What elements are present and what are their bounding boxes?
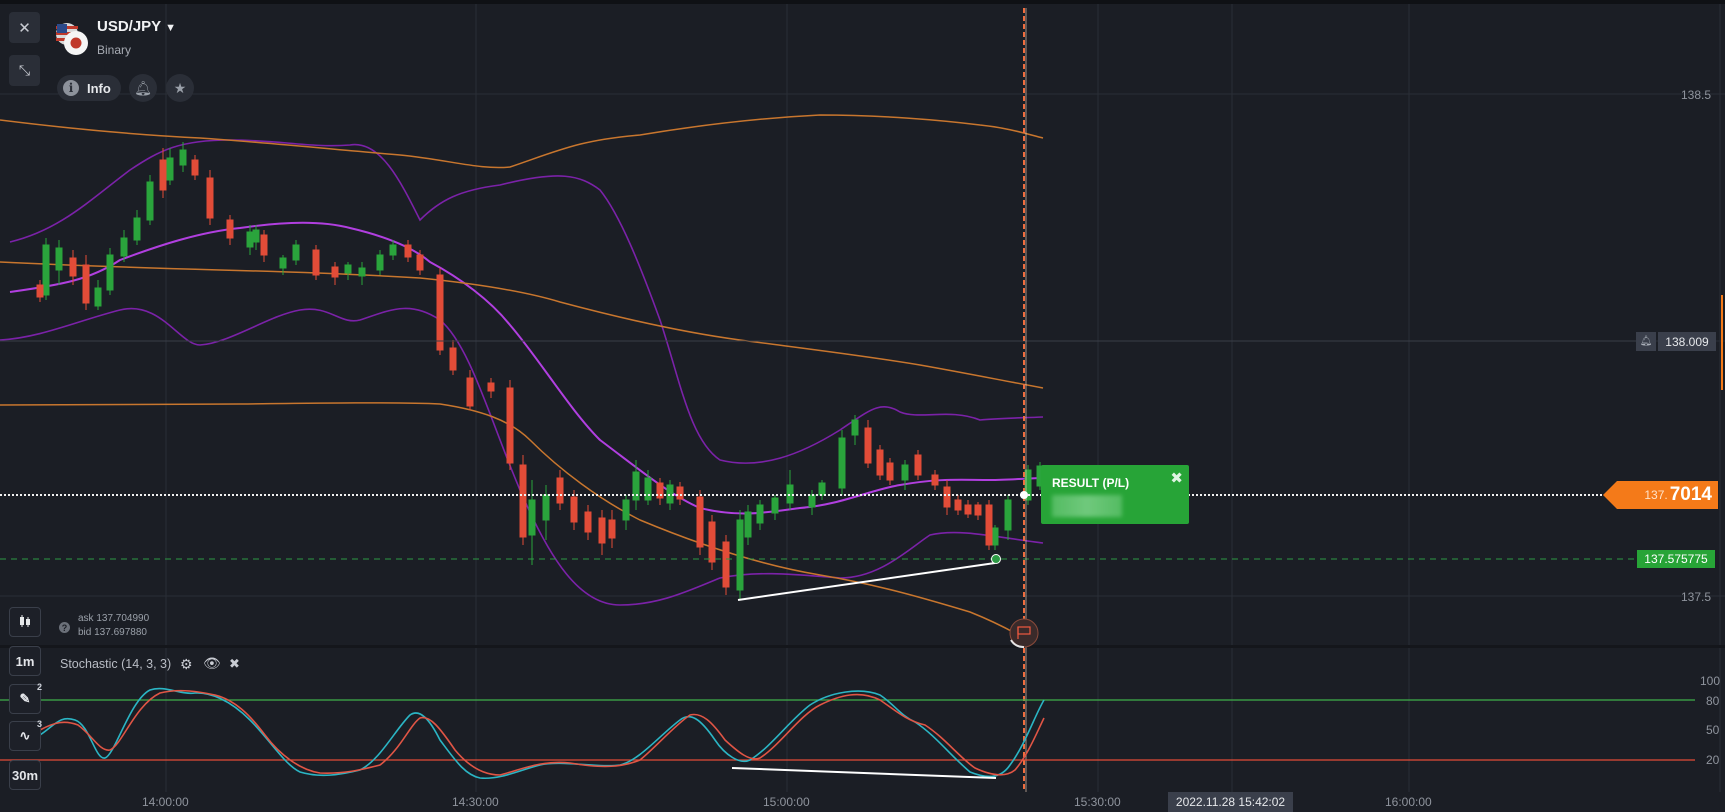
- stoch-level-label-100: 100: [1700, 674, 1721, 688]
- star-icon: ★: [173, 79, 187, 96]
- bell-icon: 🔔︎: [1636, 332, 1656, 351]
- candles-down: [36, 148, 993, 595]
- orange-ma-middle: [0, 261, 1044, 389]
- flag-icon: [1017, 626, 1031, 639]
- bollinger-middle-sma: [9, 221, 1044, 515]
- orange-ma-upper: [0, 114, 1044, 169]
- collapse-icon[interactable]: ⤡: [9, 55, 40, 86]
- asset-pair-label[interactable]: USD/JPY ▼: [97, 18, 176, 35]
- stoch-level-label-80: 80: [1706, 694, 1720, 708]
- favorite-button[interactable]: ★: [166, 74, 194, 102]
- result-panel[interactable]: RESULT (P/L) ✖: [1041, 465, 1189, 524]
- time-axis-label: 15:30:00: [1074, 795, 1121, 809]
- bid-price: bid 137.697880: [78, 627, 147, 638]
- strike-entry-marker: [991, 554, 1001, 564]
- stoch-d-line: [39, 689, 1045, 776]
- alert-bell-button[interactable]: 🔔︎: [129, 74, 157, 102]
- asset-type-label: Binary: [97, 43, 132, 57]
- finish-flag-marker: [1009, 618, 1039, 648]
- time-axis-label: 15:00:00: [763, 795, 810, 809]
- chart-type-button[interactable]: [9, 607, 41, 637]
- divergence-trendline-stoch: [731, 767, 997, 779]
- expiration-time-button[interactable]: 30m: [9, 760, 41, 790]
- indicator-wave-icon: ∿: [19, 728, 31, 743]
- stoch-level-label-50: 50: [1706, 723, 1720, 737]
- current-price-digits: 7014: [1669, 484, 1712, 505]
- close-icon[interactable]: ✖: [1170, 470, 1183, 487]
- close-chart-button[interactable]: ✕: [9, 12, 40, 43]
- alert-price-value: 138.009: [1658, 332, 1716, 351]
- info-button[interactable]: i Info: [57, 75, 121, 101]
- gear-icon[interactable]: ⚙: [180, 656, 193, 672]
- pencil-icon: ✎: [19, 691, 31, 706]
- current-price-prefix: 137.: [1644, 488, 1668, 502]
- indicator-label: Stochastic (14, 3, 3): [60, 657, 172, 671]
- close-icon[interactable]: ✖: [229, 656, 240, 671]
- orange-ma-lower: [0, 402, 1025, 639]
- time-axis-label: 14:30:00: [452, 795, 499, 809]
- strike-price-tag: 137.575775: [1637, 550, 1715, 568]
- help-icon[interactable]: ?: [59, 622, 70, 633]
- drawings-count: 2: [36, 682, 42, 692]
- stoch-level-label-20: 20: [1706, 753, 1720, 767]
- info-label: Info: [87, 80, 111, 96]
- chevron-down-icon[interactable]: ▼: [165, 22, 176, 34]
- info-icon: i: [63, 80, 79, 96]
- current-price-tag: 137. 7014: [1603, 481, 1718, 509]
- asset-flag-icon[interactable]: [55, 22, 89, 56]
- price-level-label-high: 138.5: [1681, 88, 1712, 102]
- candles-up: [42, 142, 1044, 600]
- chart-period-button[interactable]: 1m: [9, 646, 41, 676]
- current-price-dot: [1020, 491, 1028, 499]
- current-time-label: 2022.11.28 15:42:02: [1168, 792, 1293, 812]
- result-value-blurred: [1052, 495, 1122, 517]
- time-axis-label: 14:00:00: [142, 795, 189, 809]
- divergence-trendline-price: [737, 562, 996, 601]
- drawing-tools-button[interactable]: ✎ 2: [9, 682, 42, 714]
- candlestick-icon: [18, 614, 32, 631]
- eye-icon[interactable]: 👁︎: [203, 655, 221, 671]
- bollinger-lower-band: [0, 307, 1044, 606]
- price-level-label-low: 137.5: [1681, 590, 1712, 604]
- stoch-k-line: [39, 687, 1045, 780]
- time-axis-label: 16:00:00: [1385, 795, 1432, 809]
- bell-icon: 🔔︎: [134, 79, 152, 96]
- indicators-count: 3: [36, 719, 42, 729]
- alert-price-tag[interactable]: 🔔︎ 138.009: [1636, 332, 1716, 351]
- result-title: RESULT (P/L): [1052, 476, 1130, 490]
- indicators-button[interactable]: ∿ 3: [9, 719, 42, 751]
- ask-price: ask 137.704990: [78, 613, 150, 624]
